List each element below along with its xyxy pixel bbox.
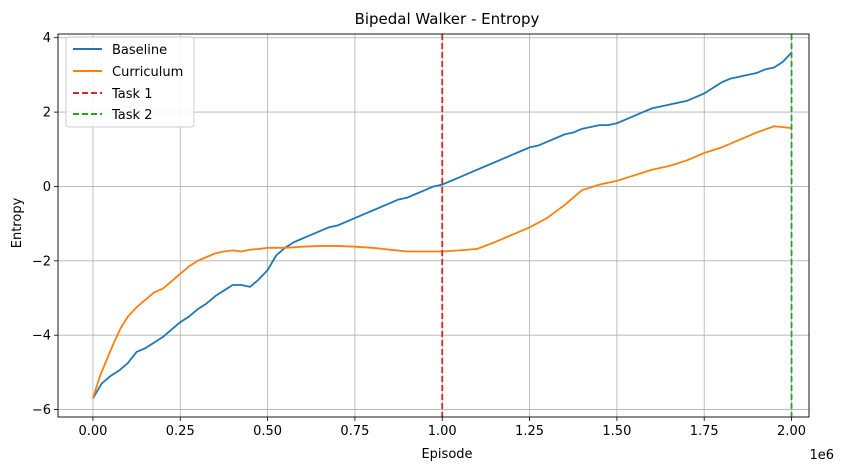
y-tick-label: 2 [43,106,51,121]
y-tick-label: −2 [32,254,51,269]
tick-layer: 0.00 0.25 0.50 0.75 1.00 1.25 1.50 1.75 2.00 −6 −4… [32,31,806,439]
series-line-baseline [92,51,793,399]
x-offset-text: 1e6 [809,448,834,463]
x-tick-label: 1.50 [602,424,631,439]
series-layer [92,34,793,417]
x-tick-label: 1.25 [515,424,544,439]
legend-box [65,36,195,128]
x-tick-label: 0.00 [78,424,107,439]
series-line-curriculum [92,125,792,399]
y-tick-label: 0 [43,180,51,195]
legend-label-task2: Task 2 [111,108,152,123]
x-tick-label: 0.75 [340,424,369,439]
x-axis-label: Episode [421,447,472,462]
x-tick-label: 0.25 [166,424,195,439]
x-tick-label: 1.75 [690,424,719,439]
axes-frame [57,33,810,418]
y-tick-label: −4 [32,329,51,344]
legend: Baseline Curriculum Task 1 Task 2 [65,36,195,128]
y-tick-label: −6 [32,403,51,418]
legend-label-task1: Task 1 [111,87,152,102]
y-tick-label: 4 [43,31,51,46]
chart-title: Bipedal Walker - Entropy [355,10,540,28]
x-tick-label: 2.00 [777,424,806,439]
legend-label-baseline: Baseline [112,43,167,58]
x-tick-label: 1.00 [428,424,457,439]
x-tick-label: 0.50 [253,424,282,439]
legend-label-curriculum: Curriculum [112,65,183,80]
y-axis-label: Entropy [10,197,25,248]
